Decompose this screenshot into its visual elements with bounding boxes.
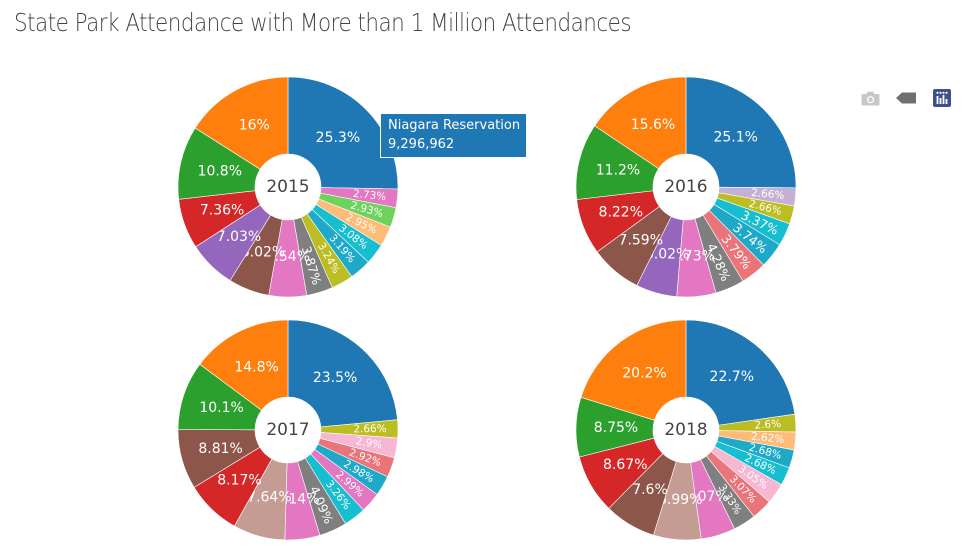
donut-2018: 22.7%2.6%2.62%2.68%2.68%3.05%3.07%3.33%5… [575, 319, 797, 541]
donut-2015: 25.3%2.73%2.93%2.95%3.08%3.19%3.24%3.87%… [177, 76, 399, 298]
hover-name: Niagara Reservation [388, 118, 521, 133]
pie-slice[interactable] [194, 76, 289, 170]
donut-center-label: 2016 [664, 177, 707, 197]
pie-slice[interactable] [287, 319, 398, 428]
slice-label: 8.67% [603, 457, 647, 473]
slice-label: 25.3% [316, 130, 360, 146]
slice-label: 6.02% [645, 246, 689, 262]
slice-label: 5.54% [266, 249, 310, 265]
pie-slice[interactable] [594, 76, 687, 170]
slice-label: 7.59% [619, 233, 663, 249]
slice-label: 23.5% [313, 370, 357, 386]
tag-icon[interactable] [895, 88, 917, 108]
donut-2016: 25.1%2.66%2.66%3.37%3.74%3.79%4.28%5.73%… [575, 76, 797, 298]
slice-label: 7.36% [200, 203, 244, 219]
slice-label: 7.03% [217, 229, 261, 245]
pie-slice[interactable] [287, 76, 399, 190]
slice-label: 14.8% [234, 359, 278, 375]
slice-label: 2.9% [355, 435, 383, 451]
slice-label: 2.73% [352, 188, 386, 203]
slice-label: 8.75% [594, 420, 638, 436]
slice-label: 2.66% [353, 423, 387, 435]
slice-label: 2.6% [754, 418, 781, 432]
donut-2017: 23.5%2.66%2.9%2.92%2.98%2.99%3.26%4.09%5… [177, 319, 399, 541]
modebar [859, 88, 953, 108]
slice-label: 20.2% [622, 366, 666, 382]
hover-tooltip: Niagara Reservation 9,296,962 [380, 113, 528, 158]
plotly-logo-icon[interactable] [931, 88, 953, 108]
slice-label: 10.8% [198, 163, 242, 179]
chart-title: State Park Attendance with More than 1 M… [14, 8, 632, 37]
slice-label: 11.2% [596, 163, 640, 179]
slice-label: 2.62% [750, 431, 784, 446]
pie-slice[interactable] [685, 76, 797, 189]
pie-slice[interactable] [199, 319, 289, 411]
donut-center-label: 2018 [664, 420, 707, 440]
camera-icon[interactable] [859, 88, 881, 108]
slice-label: 7.64% [247, 490, 291, 506]
slice-label: 15.6% [631, 117, 675, 133]
donut-center-label: 2015 [266, 177, 309, 197]
slice-label: 6.99% [658, 492, 702, 508]
donut-center-label: 2017 [266, 420, 309, 440]
slice-label: 10.1% [199, 400, 243, 416]
slice-label: 7.6% [632, 482, 668, 498]
hover-pointer [372, 126, 381, 142]
slice-label: 25.1% [713, 130, 757, 146]
hover-value: 9,296,962 [388, 137, 455, 152]
slice-label: 2.66% [751, 187, 785, 202]
pie-slice[interactable] [580, 319, 687, 421]
slice-label: 8.17% [217, 473, 261, 489]
slice-label: 5.73% [670, 249, 714, 265]
slice-label: 16% [239, 118, 270, 134]
slice-label: 8.22% [599, 205, 643, 221]
slice-label: 6.02% [241, 244, 285, 260]
pie-slice[interactable] [685, 319, 796, 426]
slice-label: 8.81% [198, 441, 242, 457]
slice-label: 22.7% [710, 369, 754, 385]
